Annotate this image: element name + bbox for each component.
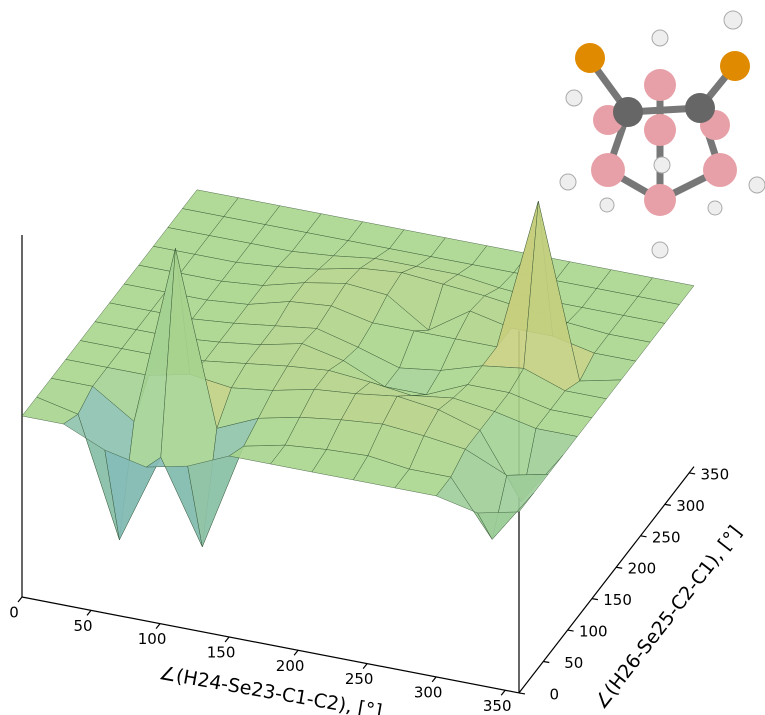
chart: 0 50 100 150 200 250 300 350 0 50 100 150 200 250 300 3… bbox=[0, 0, 765, 715]
y-tick-label: 300 bbox=[676, 497, 705, 515]
x-tick bbox=[432, 677, 436, 682]
x-tick-label: 150 bbox=[207, 643, 236, 661]
x-tick bbox=[225, 637, 229, 642]
molecule-illustration bbox=[560, 11, 765, 258]
x-tick bbox=[294, 650, 298, 655]
x-tick bbox=[501, 690, 505, 695]
x-tick-label: 350 bbox=[483, 697, 512, 715]
x-tick-label: 0 bbox=[9, 604, 19, 622]
y-tick-label: 50 bbox=[564, 654, 583, 672]
page: 0 50 100 150 200 250 300 350 0 50 100 150 200 250 300 3… bbox=[0, 0, 765, 715]
x-axis bbox=[22, 597, 519, 693]
x-tick bbox=[18, 597, 22, 602]
y-tick-label: 100 bbox=[579, 623, 608, 641]
y-axis-label: ∠(H26-Se25-C2-C1), [°] bbox=[590, 522, 746, 714]
x-tick-label: 200 bbox=[276, 657, 305, 675]
y-tick-label: 350 bbox=[700, 465, 729, 483]
y-tick-label: 0 bbox=[549, 685, 559, 703]
y-axis bbox=[519, 467, 694, 693]
y-tick bbox=[616, 567, 622, 568]
x-tick bbox=[87, 610, 91, 615]
y-tick bbox=[568, 630, 574, 631]
y-tick bbox=[665, 504, 671, 505]
y-tick-label: 150 bbox=[603, 591, 632, 609]
y-tick bbox=[689, 473, 695, 474]
y-tick-label: 200 bbox=[628, 560, 657, 578]
x-tick-label: 250 bbox=[345, 670, 374, 688]
y-tick bbox=[519, 693, 525, 694]
y-tick bbox=[592, 599, 598, 600]
x-tick bbox=[156, 624, 160, 629]
x-tick bbox=[363, 664, 367, 669]
y-tick-label: 250 bbox=[652, 528, 681, 546]
y-tick bbox=[543, 661, 549, 662]
x-tick-label: 50 bbox=[73, 617, 92, 635]
y-tick bbox=[641, 536, 647, 537]
x-tick-label: 300 bbox=[414, 683, 443, 701]
x-tick-label: 100 bbox=[138, 630, 167, 648]
